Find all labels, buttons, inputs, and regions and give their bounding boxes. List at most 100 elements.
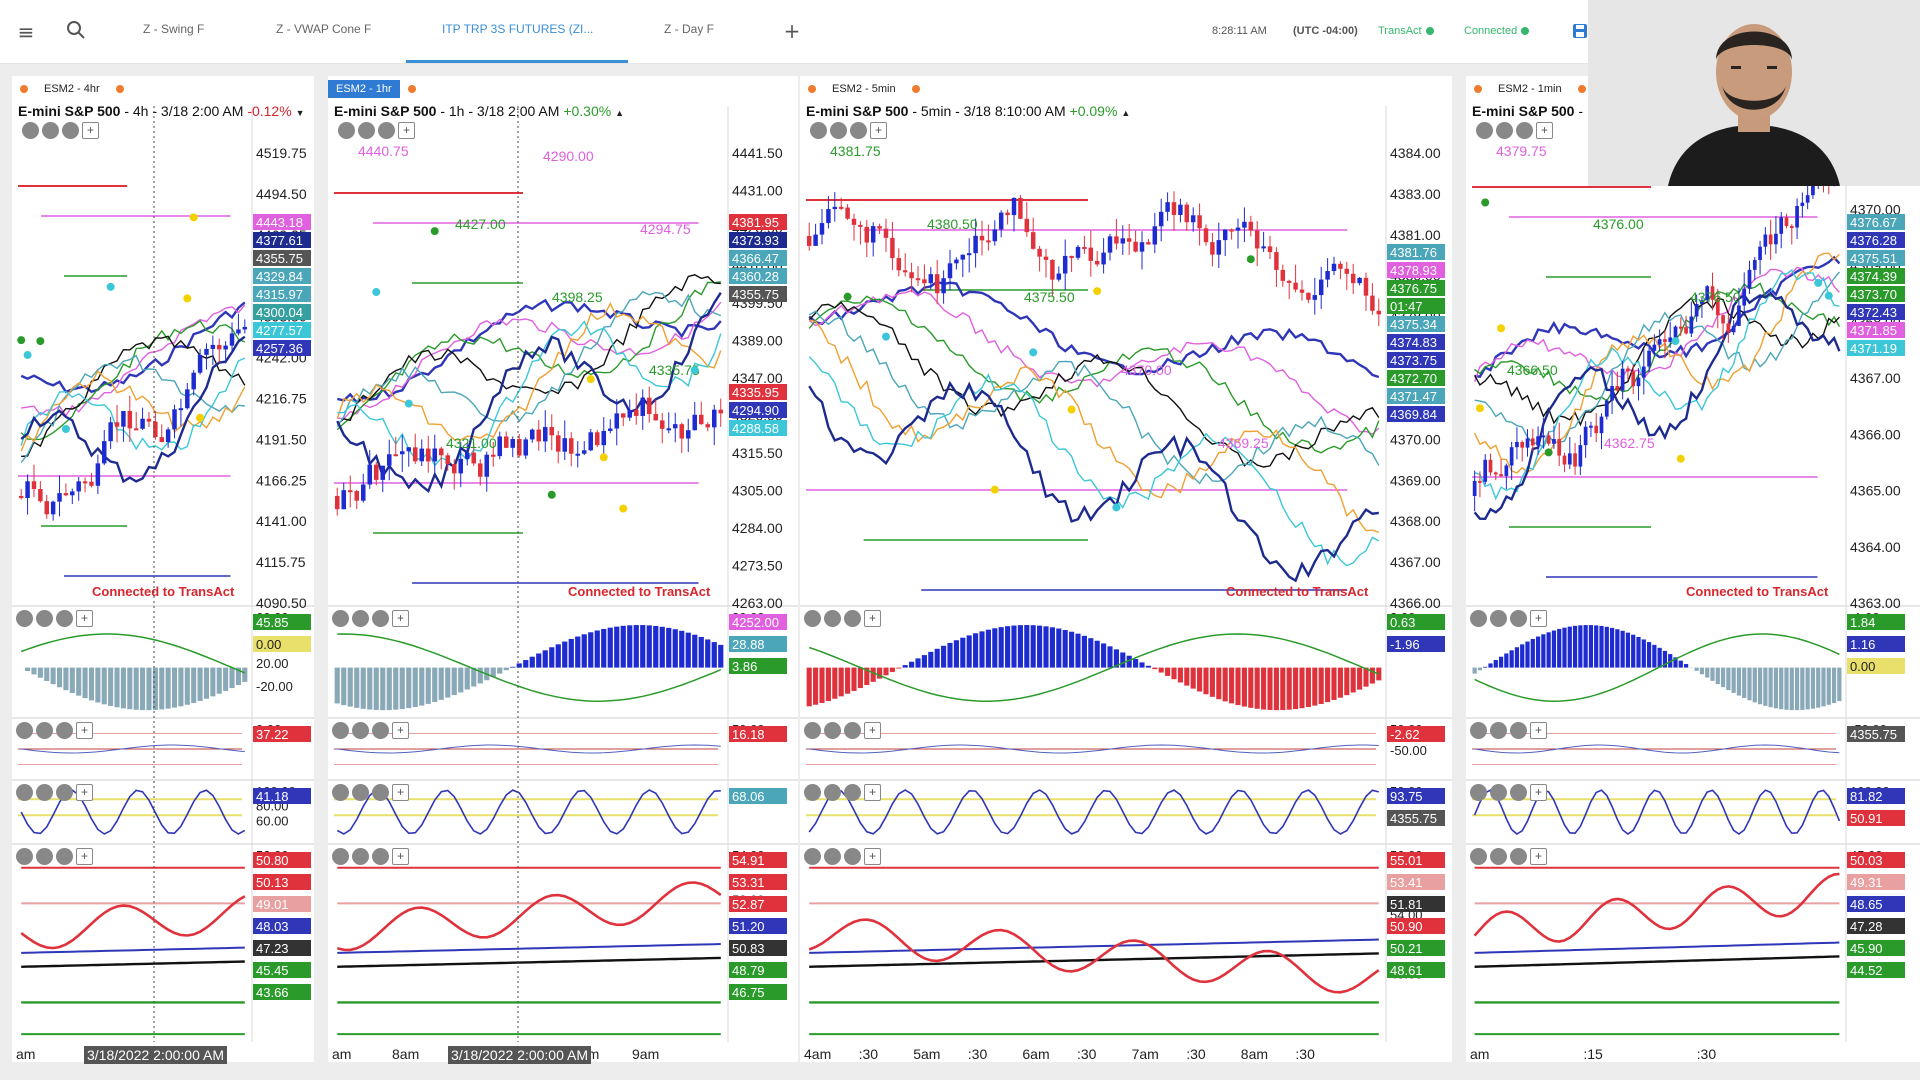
chart-canvas[interactable]: 4384.004383.004381.004380.004378.004372.…	[800, 76, 1452, 1062]
chart-canvas[interactable]: 4378.004370.004369.004368.004367.004366.…	[1466, 76, 1920, 1062]
expand-pane-icon[interactable]	[1510, 610, 1527, 627]
add-indicator-icon[interactable]: +	[392, 848, 409, 865]
collapse-pane-icon[interactable]	[1490, 848, 1507, 865]
remove-indicator-icon[interactable]	[16, 784, 33, 801]
tab-day[interactable]: Z - Day F	[664, 22, 714, 36]
link-dot-icon[interactable]	[407, 85, 416, 93]
remove-indicator-icon[interactable]	[1476, 122, 1493, 139]
add-indicator-icon[interactable]: +	[864, 784, 881, 801]
collapse-pane-icon[interactable]	[42, 122, 59, 139]
expand-pane-icon[interactable]	[844, 610, 861, 627]
collapse-pane-icon[interactable]	[1490, 784, 1507, 801]
expand-pane-icon[interactable]	[378, 122, 395, 139]
symbol-tag[interactable]: ESM2 - 1min	[1498, 83, 1562, 95]
search-icon[interactable]	[64, 20, 88, 44]
add-indicator-icon[interactable]: +	[1530, 610, 1547, 627]
remove-indicator-icon[interactable]	[804, 784, 821, 801]
collapse-pane-icon[interactable]	[1496, 122, 1513, 139]
chart-canvas[interactable]: 4519.754494.504469.254418.754393.504242.…	[12, 76, 314, 1062]
chart-canvas[interactable]: 4441.504431.004420.504410.004399.504389.…	[328, 76, 798, 1062]
expand-pane-icon[interactable]	[372, 610, 389, 627]
expand-pane-icon[interactable]	[844, 848, 861, 865]
remove-indicator-icon[interactable]	[332, 784, 349, 801]
add-indicator-icon[interactable]: +	[392, 610, 409, 627]
expand-pane-icon[interactable]	[56, 722, 73, 739]
remove-indicator-icon[interactable]	[16, 722, 33, 739]
expand-pane-icon[interactable]	[62, 122, 79, 139]
remove-indicator-icon[interactable]	[22, 122, 39, 139]
collapse-pane-icon[interactable]	[36, 848, 53, 865]
collapse-pane-icon[interactable]	[352, 784, 369, 801]
save-icon[interactable]	[1568, 20, 1592, 44]
add-indicator-icon[interactable]: +	[864, 610, 881, 627]
expand-pane-icon[interactable]	[56, 610, 73, 627]
expand-pane-icon[interactable]	[1510, 722, 1527, 739]
collapse-pane-icon[interactable]	[36, 722, 53, 739]
collapse-pane-icon[interactable]	[352, 610, 369, 627]
collapse-pane-icon[interactable]	[824, 722, 841, 739]
collapse-pane-icon[interactable]	[358, 122, 375, 139]
expand-pane-icon[interactable]	[1510, 784, 1527, 801]
remove-indicator-icon[interactable]	[16, 848, 33, 865]
remove-indicator-icon[interactable]	[332, 722, 349, 739]
remove-indicator-icon[interactable]	[1470, 610, 1487, 627]
collapse-pane-icon[interactable]	[36, 784, 53, 801]
expand-pane-icon[interactable]	[56, 784, 73, 801]
remove-indicator-icon[interactable]	[332, 610, 349, 627]
remove-indicator-icon[interactable]	[810, 122, 827, 139]
remove-indicator-icon[interactable]	[804, 610, 821, 627]
collapse-pane-icon[interactable]	[824, 784, 841, 801]
add-indicator-icon[interactable]: +	[82, 122, 99, 139]
collapse-pane-icon[interactable]	[1490, 610, 1507, 627]
collapse-pane-icon[interactable]	[36, 610, 53, 627]
expand-pane-icon[interactable]	[1510, 848, 1527, 865]
remove-indicator-icon[interactable]	[332, 848, 349, 865]
add-indicator-icon[interactable]: +	[1536, 122, 1553, 139]
add-indicator-icon[interactable]: +	[1530, 722, 1547, 739]
expand-pane-icon[interactable]	[372, 784, 389, 801]
tab-vwap-cone[interactable]: Z - VWAP Cone F	[276, 22, 372, 36]
link-dot-icon[interactable]	[20, 85, 28, 93]
expand-pane-icon[interactable]	[56, 848, 73, 865]
collapse-pane-icon[interactable]	[352, 722, 369, 739]
link-dot-icon[interactable]	[1577, 85, 1586, 93]
symbol-tag[interactable]: ESM2 - 1hr	[328, 80, 400, 98]
symbol-tag[interactable]: ESM2 - 5min	[832, 83, 896, 95]
collapse-pane-icon[interactable]	[824, 610, 841, 627]
link-dot-icon[interactable]	[808, 85, 816, 93]
tab-swing[interactable]: Z - Swing F	[143, 22, 205, 36]
expand-pane-icon[interactable]	[372, 722, 389, 739]
add-indicator-icon[interactable]: +	[392, 722, 409, 739]
remove-indicator-icon[interactable]	[1470, 848, 1487, 865]
collapse-pane-icon[interactable]	[352, 848, 369, 865]
collapse-pane-icon[interactable]	[1490, 722, 1507, 739]
add-indicator-icon[interactable]: +	[76, 784, 93, 801]
expand-pane-icon[interactable]	[850, 122, 867, 139]
symbol-tag[interactable]: ESM2 - 4hr	[44, 83, 100, 95]
add-indicator-icon[interactable]: +	[398, 122, 415, 139]
remove-indicator-icon[interactable]	[804, 848, 821, 865]
link-dot-icon[interactable]	[115, 85, 124, 93]
add-indicator-icon[interactable]: +	[870, 122, 887, 139]
link-dot-icon[interactable]	[911, 85, 920, 93]
expand-pane-icon[interactable]	[844, 722, 861, 739]
add-indicator-icon[interactable]: +	[392, 784, 409, 801]
add-indicator-icon[interactable]: +	[76, 722, 93, 739]
collapse-pane-icon[interactable]	[830, 122, 847, 139]
add-indicator-icon[interactable]: +	[76, 848, 93, 865]
tab-itp-trp-futures[interactable]: ITP TRP 3S FUTURES (ZI...	[442, 22, 594, 36]
expand-pane-icon[interactable]	[844, 784, 861, 801]
expand-pane-icon[interactable]	[372, 848, 389, 865]
remove-indicator-icon[interactable]	[1470, 784, 1487, 801]
add-indicator-icon[interactable]: +	[1530, 784, 1547, 801]
collapse-pane-icon[interactable]	[824, 848, 841, 865]
add-indicator-icon[interactable]: +	[76, 610, 93, 627]
remove-indicator-icon[interactable]	[16, 610, 33, 627]
hamburger-menu-icon[interactable]: ≡	[17, 20, 35, 44]
add-indicator-icon[interactable]: +	[1530, 848, 1547, 865]
add-indicator-icon[interactable]: +	[864, 722, 881, 739]
add-tab-icon[interactable]: +	[783, 19, 801, 43]
add-indicator-icon[interactable]: +	[864, 848, 881, 865]
remove-indicator-icon[interactable]	[1470, 722, 1487, 739]
remove-indicator-icon[interactable]	[338, 122, 355, 139]
